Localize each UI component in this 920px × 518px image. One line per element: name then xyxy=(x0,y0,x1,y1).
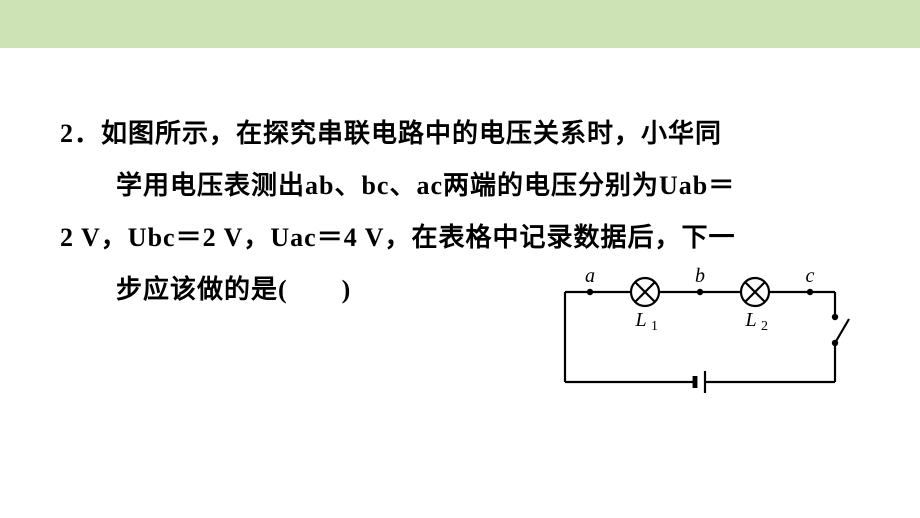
question-body: 2．如图所示，在探究串联电路中的电压关系时，小华同 学用电压表测出ab、bc、a… xyxy=(0,48,920,316)
svg-text:b: b xyxy=(695,265,705,287)
svg-text:1: 1 xyxy=(651,319,658,334)
header-bar xyxy=(0,0,920,48)
text-line-3: 2 V，Ubc＝2 V，Uac＝4 V，在表格中记录数据后，下一 xyxy=(60,212,880,264)
circuit-diagram: abcL1L2 xyxy=(550,262,850,402)
text-line-1: 2．如图所示，在探究串联电路中的电压关系时，小华同 xyxy=(60,108,880,160)
svg-text:L: L xyxy=(634,309,646,331)
svg-text:L: L xyxy=(744,309,756,331)
svg-text:2: 2 xyxy=(761,319,768,334)
svg-text:a: a xyxy=(585,265,595,287)
text-line-2: 学用电压表测出ab、bc、ac两端的电压分别为Uab＝ xyxy=(60,160,880,212)
svg-text:c: c xyxy=(806,265,815,287)
